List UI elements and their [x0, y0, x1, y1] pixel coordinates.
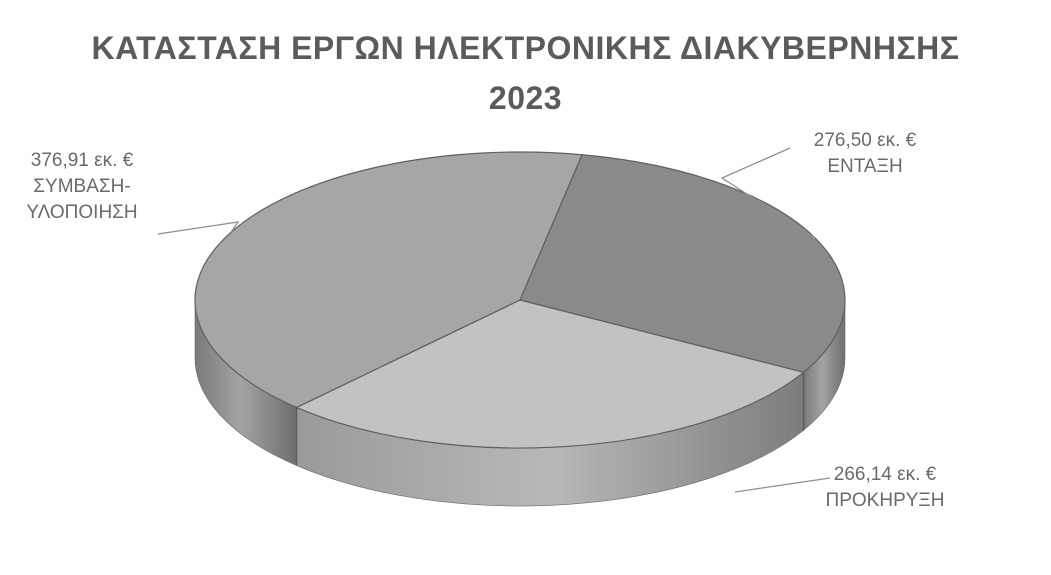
leader-line-2 — [734, 477, 831, 493]
slice-value-label: 276,50 εκ. € — [813, 130, 917, 151]
slice-value-label: 266,14 εκ. € — [833, 464, 937, 485]
pie-slice-2 — [295, 299, 805, 449]
slice-name-label: ΠΡΟΚΗΡΥΞΗ — [825, 490, 945, 511]
slice-label-symvasi: 376,91 εκ. € ΣΥΜΒΑΣΗ- ΥΛΟΠΟΙΗΣΗ — [12, 148, 152, 226]
chart-title: ΚΑΤΑΣΤΑΣΗ ΕΡΓΩΝ ΗΛΕΚΤΡΟΝΙΚΗΣ ΔΙΑΚΥΒΕΡΝΗΣ… — [91, 30, 960, 66]
pie-slice-3 — [194, 151, 583, 409]
slice-label-prokiryxi: 266,14 εκ. € ΠΡΟΚΗΡΥΞΗ — [810, 462, 960, 514]
slice-name-label-line1: ΣΥΜΒΑΣΗ- — [33, 176, 131, 197]
slice-label-entaxi: 276,50 εκ. € ΕΝΤΑΞΗ — [800, 128, 930, 180]
slice-value-label: 376,91 εκ. € — [30, 150, 134, 171]
leader-line-3 — [157, 221, 240, 235]
slice-name-label: ΕΝΤΑΞΗ — [827, 156, 903, 177]
chart-subtitle: 2023 — [488, 80, 563, 116]
slice-name-label-line2: ΥΛΟΠΟΙΗΣΗ — [26, 202, 138, 223]
leader-line-1 — [720, 147, 816, 239]
